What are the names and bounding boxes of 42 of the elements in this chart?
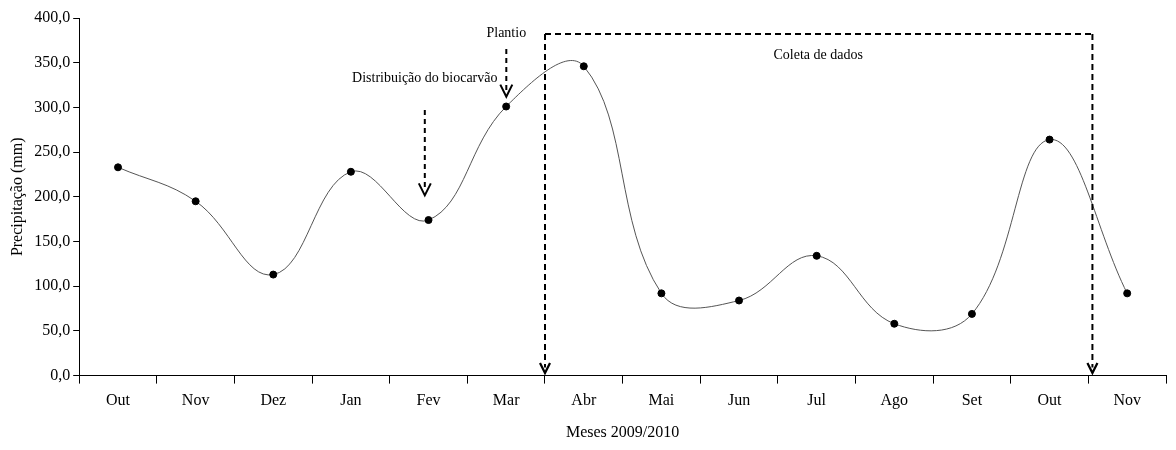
- point: [191, 197, 200, 206]
- point: [735, 296, 744, 305]
- point: [269, 270, 278, 279]
- point: [346, 167, 355, 176]
- x-tick-label: Jun: [727, 391, 751, 409]
- x-tick-label: Fev: [416, 391, 441, 409]
- y-tick-label: 200,0: [34, 187, 71, 204]
- y-tick-label: 150,0: [34, 231, 71, 249]
- x-tick-label: Out: [1037, 391, 1063, 409]
- y-tick-label: 50,0: [42, 321, 71, 339]
- point: [890, 319, 899, 328]
- y-tick-label: 250,0: [34, 142, 71, 160]
- x-tick-label: Abr: [571, 391, 597, 409]
- point: [1123, 289, 1132, 298]
- x-tick-label: Jan: [340, 391, 362, 409]
- y-tick-label: 300,0: [34, 97, 71, 115]
- point: [114, 163, 123, 172]
- y-tick-label: 400,0: [34, 8, 71, 26]
- annotation: Coleta de dados: [773, 47, 863, 63]
- x-tick-label: Nov: [1113, 391, 1141, 409]
- x-tick-label: Ago: [880, 391, 909, 410]
- x-tick-label: Dez: [260, 391, 287, 409]
- y-tick-label: 100,0: [34, 276, 71, 294]
- y-tick-label: 350,0: [34, 52, 71, 70]
- point: [502, 102, 511, 111]
- point: [657, 289, 666, 298]
- x-tick-label: Mar: [492, 391, 521, 409]
- x-tick-label: Set: [961, 391, 983, 409]
- annotation: Plantio: [486, 24, 527, 40]
- y-axis-title: Precipitação (mm): [7, 137, 26, 257]
- x-tick-label: Nov: [181, 391, 210, 409]
- y-tick-label: 0,0: [50, 365, 71, 383]
- point: [424, 216, 433, 225]
- annotation: Distribuição do biocarvão: [352, 70, 498, 86]
- point: [967, 309, 976, 318]
- x-tick-label: Out: [106, 391, 131, 409]
- x-axis-title: Meses 2009/2010: [565, 422, 680, 440]
- point: [1045, 135, 1054, 144]
- point: [579, 62, 588, 71]
- x-tick-label: Mai: [648, 391, 675, 409]
- point: [812, 251, 821, 260]
- x-tick-label: Jul: [807, 391, 827, 409]
